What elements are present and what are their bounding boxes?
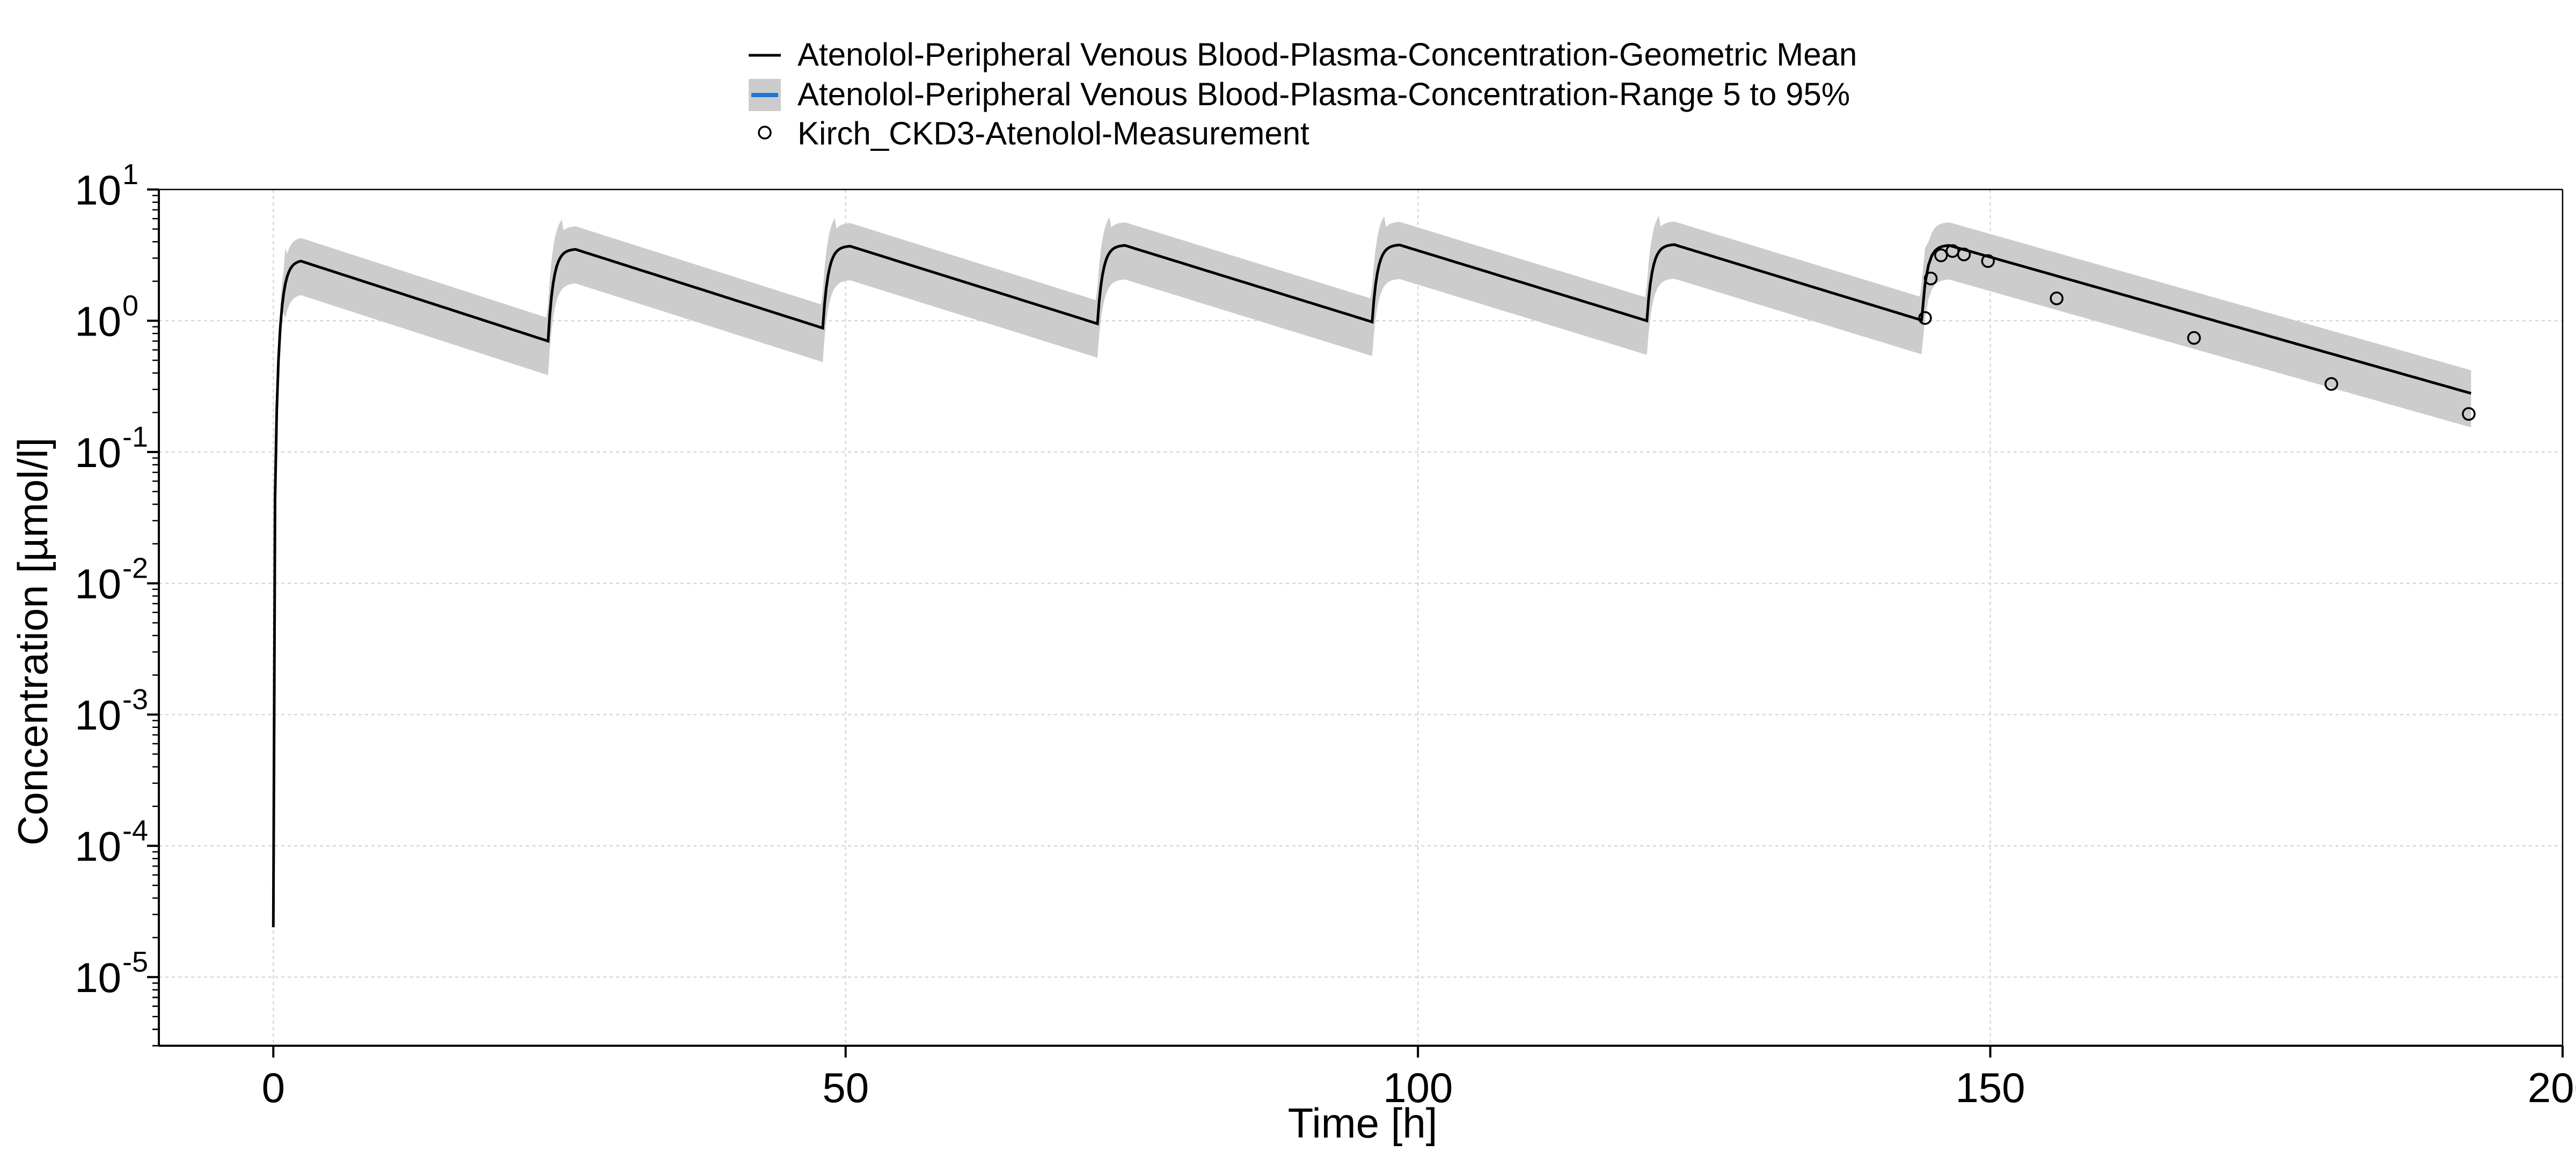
y-tick-exponent-6: -5 bbox=[122, 946, 148, 978]
measurement-point-4 bbox=[1957, 247, 1971, 261]
measurement-point-5 bbox=[1981, 254, 1995, 268]
measurement-point-9 bbox=[2462, 407, 2476, 421]
measurement-point-6 bbox=[2050, 291, 2064, 305]
y-tick-label-0: 10 bbox=[75, 166, 121, 214]
axes bbox=[158, 188, 2564, 1047]
measurement-markers bbox=[1918, 244, 2476, 421]
y-tick-label-1: 10 bbox=[75, 298, 121, 345]
y-tick-label-6: 10 bbox=[75, 954, 121, 1001]
x-axis-title: Time [h] bbox=[1288, 1099, 1438, 1147]
legend-range-label: Atenolol-Peripheral Venous Blood-Plasma-… bbox=[797, 76, 1850, 112]
x-tick-label-0: 0 bbox=[262, 1064, 285, 1111]
x-axis-ticks: 0 50 100 150 200 bbox=[262, 1046, 2576, 1111]
geometric-mean-line bbox=[272, 243, 2472, 928]
x-tick-label-1: 50 bbox=[822, 1064, 869, 1111]
range-band-area bbox=[280, 216, 2471, 428]
x-tick-label-4: 200 bbox=[2528, 1064, 2576, 1111]
measurement-point-1 bbox=[1923, 271, 1938, 286]
measurement-point-8 bbox=[2324, 377, 2338, 391]
legend-measurement-marker bbox=[758, 126, 772, 140]
legend: Atenolol-Peripheral Venous Blood-Plasma-… bbox=[749, 37, 1857, 151]
y-tick-label-3: 10 bbox=[75, 560, 121, 608]
geometric-mean-path bbox=[272, 243, 2472, 928]
y-tick-label-4: 10 bbox=[75, 691, 121, 739]
y-tick-exponent-2: -1 bbox=[122, 421, 148, 453]
y-tick-label-5: 10 bbox=[75, 823, 121, 870]
y-tick-label-2: 10 bbox=[75, 429, 121, 476]
measurement-point-2 bbox=[1934, 248, 1948, 263]
legend-mean-label: Atenolol-Peripheral Venous Blood-Plasma-… bbox=[797, 37, 1857, 72]
measurement-point-7 bbox=[2187, 331, 2201, 345]
y-tick-exponent-0: 1 bbox=[122, 158, 138, 191]
y-tick-exponent-5: -4 bbox=[122, 815, 148, 847]
x-tick-label-2: 100 bbox=[1383, 1064, 1453, 1111]
y-tick-exponent-4: -3 bbox=[122, 683, 148, 716]
measurement-point-0 bbox=[1918, 311, 1932, 325]
y-axis-title: Concentration [µmol/l] bbox=[9, 438, 56, 845]
y-tick-exponent-1: 0 bbox=[122, 290, 138, 322]
x-tick-label-3: 150 bbox=[1956, 1064, 2025, 1111]
range-band bbox=[280, 216, 2471, 428]
legend-measurement-label: Kirch_CKD3-Atenolol-Measurement bbox=[797, 115, 1309, 151]
y-tick-exponent-3: -2 bbox=[122, 552, 148, 585]
